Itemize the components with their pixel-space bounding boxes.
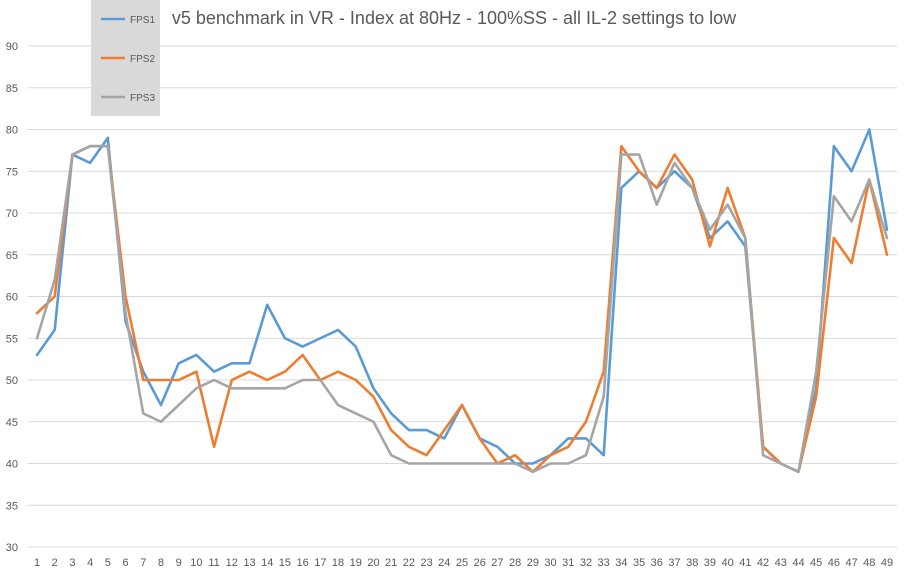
- x-tick-label: 28: [509, 557, 521, 569]
- y-tick-label: 90: [6, 41, 18, 53]
- x-tick-label: 6: [122, 557, 128, 569]
- x-tick-label: 35: [633, 557, 645, 569]
- x-tick-label: 24: [438, 557, 450, 569]
- x-tick-label: 46: [828, 557, 840, 569]
- x-tick-label: 29: [527, 557, 539, 569]
- x-tick-label: 15: [279, 557, 291, 569]
- x-tick-label: 4: [87, 557, 93, 569]
- x-tick-label: 13: [243, 557, 255, 569]
- x-tick-label: 1: [34, 557, 40, 569]
- x-tick-label: 9: [176, 557, 182, 569]
- y-tick-label: 70: [6, 208, 18, 220]
- x-tick-label: 16: [297, 557, 309, 569]
- x-tick-label: 48: [863, 557, 875, 569]
- x-tick-label: 8: [158, 557, 164, 569]
- x-tick-label: 43: [775, 557, 787, 569]
- x-tick-label: 39: [704, 557, 716, 569]
- x-tick-label: 44: [792, 557, 804, 569]
- x-tick-label: 34: [615, 557, 627, 569]
- x-tick-label: 47: [845, 557, 857, 569]
- legend-label-fps2: FPS2: [130, 54, 155, 65]
- x-tick-label: 42: [757, 557, 769, 569]
- grid-layer: [28, 45, 897, 548]
- x-axis-ticks: 1 2 3 4 5 6 7 8 9 10 11 12 13 14 15 16 17 18 19 20 21 22 23 24 2…: [34, 557, 893, 569]
- x-tick-label: 3: [69, 557, 75, 569]
- x-tick-label: 23: [420, 557, 432, 569]
- x-tick-label: 30: [544, 557, 556, 569]
- series-layer: [35, 128, 889, 474]
- x-tick-label: 2: [52, 557, 58, 569]
- y-tick-label: 60: [6, 292, 18, 304]
- y-tick-label: 85: [6, 83, 18, 95]
- x-tick-label: 41: [739, 557, 751, 569]
- series-line-fps3: [35, 144, 889, 474]
- legend-label-fps1: FPS1: [130, 15, 155, 26]
- x-tick-label: 33: [598, 557, 610, 569]
- x-tick-label: 26: [474, 557, 486, 569]
- x-tick-label: 7: [140, 557, 146, 569]
- y-tick-label: 30: [6, 542, 18, 554]
- x-tick-label: 20: [367, 557, 379, 569]
- x-tick-label: 5: [105, 557, 111, 569]
- y-tick-label: 40: [6, 459, 18, 471]
- x-tick-label: 37: [668, 557, 680, 569]
- chart-title: v5 benchmark in VR - Index at 80Hz - 100…: [172, 8, 737, 28]
- x-tick-label: 14: [261, 557, 273, 569]
- x-tick-label: 31: [562, 557, 574, 569]
- x-tick-label: 18: [332, 557, 344, 569]
- x-tick-label: 25: [456, 557, 468, 569]
- y-tick-label: 55: [6, 333, 18, 345]
- x-tick-label: 19: [350, 557, 362, 569]
- y-tick-label: 75: [6, 166, 18, 178]
- x-tick-label: 22: [403, 557, 415, 569]
- x-tick-label: 21: [385, 557, 397, 569]
- x-tick-label: 49: [881, 557, 893, 569]
- x-tick-label: 17: [314, 557, 326, 569]
- x-tick-label: 38: [686, 557, 698, 569]
- x-tick-label: 40: [722, 557, 734, 569]
- y-tick-label: 80: [6, 125, 18, 137]
- x-tick-label: 36: [651, 557, 663, 569]
- x-tick-label: 12: [226, 557, 238, 569]
- y-tick-label: 35: [6, 500, 18, 512]
- x-tick-label: 10: [190, 557, 202, 569]
- x-tick-label: 32: [580, 557, 592, 569]
- x-tick-label: 27: [491, 557, 503, 569]
- y-tick-label: 65: [6, 250, 18, 262]
- x-tick-label: 11: [208, 557, 219, 569]
- x-tick-label: 45: [810, 557, 822, 569]
- legend: FPS1 FPS2 FPS3: [91, 0, 160, 116]
- y-tick-label: 45: [6, 417, 18, 429]
- y-tick-label: 50: [6, 375, 18, 387]
- legend-label-fps3: FPS3: [130, 93, 155, 104]
- y-axis-ticks: 30 35 40 45 50 55 60 65 70 75 80 85 90: [6, 41, 18, 554]
